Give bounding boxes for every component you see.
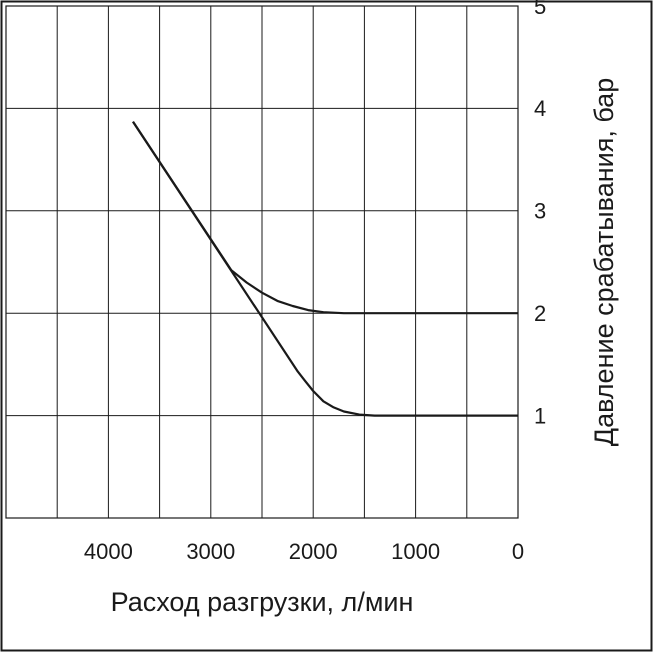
x-tick-label: 4000 [84,539,133,564]
y-tick-label: 1 [534,403,546,428]
y-tick-label: 4 [534,96,546,121]
data-line [132,121,518,417]
x-tick-label: 2000 [289,539,338,564]
x-tick-label: 1000 [391,539,440,564]
y-tick-label: 2 [534,301,546,326]
y-axis-label: Давление срабатывания, бар [589,78,619,446]
x-axis-label: Расход разгрузки, л/мин [111,587,414,617]
x-tick-label: 3000 [186,539,235,564]
data-line [132,121,518,315]
y-tick-label: 3 [534,199,546,224]
y-tick-label: 5 [534,0,546,19]
x-tick-label: 0 [512,539,524,564]
